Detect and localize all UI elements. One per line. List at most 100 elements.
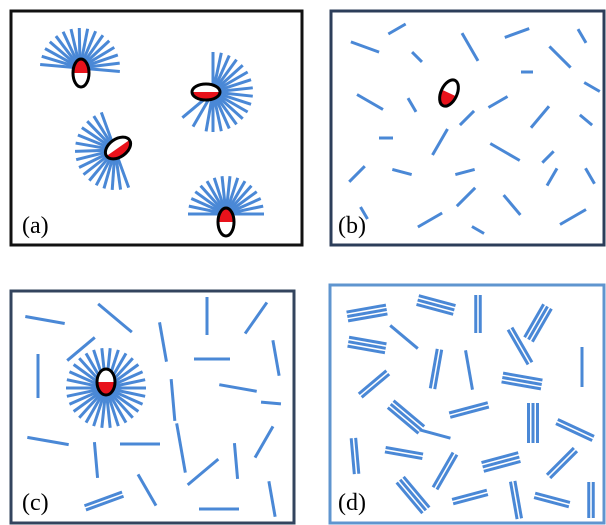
micelle-core [216,206,236,238]
rod [527,305,549,341]
rod [41,54,77,69]
rod [72,389,104,413]
rod [354,437,361,474]
rod [513,480,523,519]
rod [199,184,225,213]
rod [384,450,423,460]
rod [458,109,476,127]
rod [107,389,134,419]
micelle-core [438,78,460,108]
rod [212,95,223,132]
micelle-core [103,135,133,161]
rod [348,165,366,183]
rod [229,197,262,214]
rod [92,391,107,427]
rod-bundle [83,490,125,512]
micelle-core [190,82,222,102]
rod [428,348,439,389]
rod [227,184,253,213]
rod [385,446,424,456]
panel-a: (a) [9,9,304,247]
rod [449,405,490,419]
micelle-core [71,57,91,89]
rod [83,490,123,508]
rod [205,180,226,212]
rod [387,22,407,36]
rod [82,46,116,68]
rod-bundle [349,437,361,475]
rod [105,391,120,427]
rod [215,70,249,92]
core-outline [71,57,91,89]
panel-d-content [346,294,595,520]
rod-bundle [431,451,459,491]
rod [402,475,431,509]
rod [583,81,601,93]
rod [545,446,575,476]
rod [559,208,587,226]
rod [418,294,456,308]
rod [83,53,119,69]
rod [347,312,388,323]
rod [395,481,424,515]
rod [451,488,488,501]
rod [136,473,158,507]
rod [534,491,571,504]
rod-bundle [533,491,571,509]
rod [104,391,112,428]
rod-bundle [509,480,523,520]
rod-brush [181,52,253,132]
rod [84,390,106,424]
rod-bundle [389,324,419,350]
rod [531,308,553,343]
panel-d-frame [328,283,606,525]
rod [523,303,545,338]
rod [389,402,423,432]
rod [389,324,419,350]
rod [226,180,247,212]
rod [433,349,444,390]
rod [545,167,559,187]
rod [214,93,244,120]
rod-bundle [347,335,387,355]
rod [502,371,543,382]
rod [220,176,228,211]
rod [97,302,133,334]
panel-a-label: (a) [22,213,49,239]
rod [417,211,443,229]
rod [481,451,519,465]
rod [417,298,455,312]
rod [260,400,282,406]
rod [391,167,413,177]
rod [61,31,80,66]
rod [214,58,238,90]
rod-bundle [474,295,482,333]
rod [83,61,120,70]
rod [416,302,454,316]
rod [267,481,277,517]
rod [509,481,519,520]
rod [448,401,489,415]
rod [212,177,227,211]
rod [502,376,542,386]
rod [213,95,231,130]
rod [106,390,128,424]
rod [386,406,420,435]
rod [215,92,249,114]
rod [350,40,380,54]
rod [109,388,144,406]
rod [406,97,418,113]
rod [158,322,168,362]
rod [502,194,522,216]
rod-bundle [481,451,521,473]
rod [356,93,384,111]
panel-a-content [40,27,264,238]
rod [44,47,78,68]
rod [169,378,177,422]
rod [410,50,424,64]
rod [86,120,114,149]
rod-bundle [386,399,426,435]
rod [460,32,480,62]
rod-bundle [384,446,424,460]
